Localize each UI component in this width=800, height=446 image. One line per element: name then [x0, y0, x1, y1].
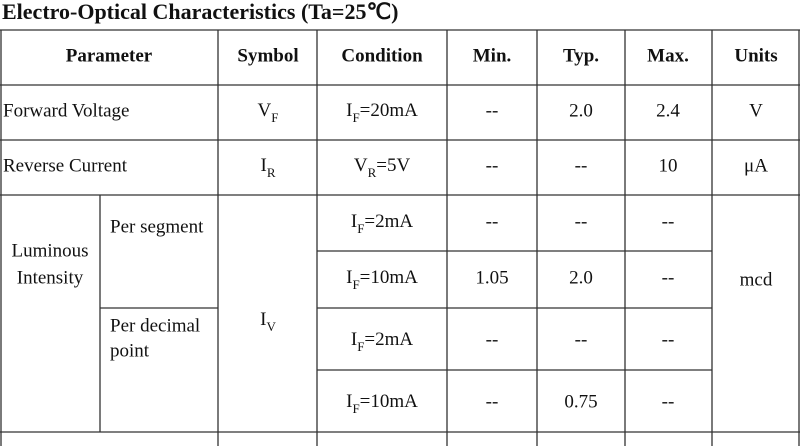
- base-text: I: [346, 267, 352, 288]
- condition: IF=2mA: [351, 211, 414, 236]
- condition: IF=2mA: [351, 329, 414, 354]
- rest-text: =20mA: [360, 100, 418, 121]
- subscript: R: [267, 165, 276, 180]
- subscript: V: [266, 319, 276, 334]
- rest-text: =2mA: [364, 211, 413, 232]
- max-value: --: [662, 329, 675, 350]
- group-label: Per decimal: [110, 315, 200, 336]
- units: μA: [744, 155, 768, 176]
- typ-value: --: [575, 211, 588, 232]
- min-value: --: [486, 211, 499, 232]
- subscript: F: [352, 401, 359, 416]
- parameter: Forward Voltage: [3, 100, 129, 121]
- subscript: F: [352, 277, 359, 292]
- subscript: R: [368, 165, 377, 180]
- min-value: --: [486, 391, 499, 412]
- group-label: Per segment: [110, 216, 204, 237]
- symbol: IV: [260, 309, 276, 334]
- rest-text: =10mA: [360, 267, 418, 288]
- header-cell: Symbol: [237, 45, 298, 66]
- min-value: --: [486, 155, 499, 176]
- parameter: Luminous: [11, 240, 88, 261]
- min-value: --: [486, 100, 499, 121]
- title: Electro-Optical Characteristics (Ta=25℃): [2, 0, 399, 24]
- base-text: I: [261, 155, 267, 176]
- typ-value: 2.0: [569, 267, 593, 288]
- base-text: I: [351, 211, 357, 232]
- base-text: I: [260, 309, 266, 330]
- condition: IF=10mA: [346, 267, 418, 292]
- header-cell: Min.: [473, 45, 512, 66]
- base-text: V: [354, 155, 368, 176]
- units: V: [749, 100, 763, 121]
- max-value: 10: [659, 155, 678, 176]
- max-value: 2.4: [656, 100, 680, 121]
- typ-value: 2.0: [569, 100, 593, 121]
- rest-text: =5V: [376, 155, 410, 176]
- rest-text: =2mA: [364, 329, 413, 350]
- symbol: IR: [261, 155, 276, 180]
- base-text: V: [258, 100, 272, 121]
- subscript: F: [352, 110, 359, 125]
- condition: IF=20mA: [346, 100, 418, 125]
- symbol: VF: [258, 100, 279, 125]
- header-cell: Condition: [341, 45, 423, 66]
- subscript: F: [357, 221, 364, 236]
- subscript: F: [357, 339, 364, 354]
- max-value: --: [662, 391, 675, 412]
- header-cell: Max.: [647, 45, 689, 66]
- header-cell: Typ.: [563, 45, 599, 66]
- header-cell: Parameter: [66, 45, 153, 66]
- min-value: 1.05: [475, 267, 508, 288]
- max-value: --: [662, 211, 675, 232]
- subscript: F: [271, 110, 278, 125]
- header-cell: Units: [734, 45, 777, 66]
- parameter: Reverse Current: [3, 155, 128, 176]
- rest-text: =10mA: [360, 391, 418, 412]
- min-value: --: [486, 329, 499, 350]
- group-label: point: [110, 340, 150, 361]
- typ-value: 0.75: [564, 391, 597, 412]
- max-value: --: [662, 267, 675, 288]
- typ-value: --: [575, 329, 588, 350]
- typ-value: --: [575, 155, 588, 176]
- condition: VR=5V: [354, 155, 411, 180]
- base-text: I: [351, 329, 357, 350]
- table-grid: [0, 29, 800, 446]
- condition: IF=10mA: [346, 391, 418, 416]
- base-text: I: [346, 100, 352, 121]
- base-text: I: [346, 391, 352, 412]
- units: mcd: [740, 269, 773, 290]
- parameter: Intensity: [17, 267, 84, 288]
